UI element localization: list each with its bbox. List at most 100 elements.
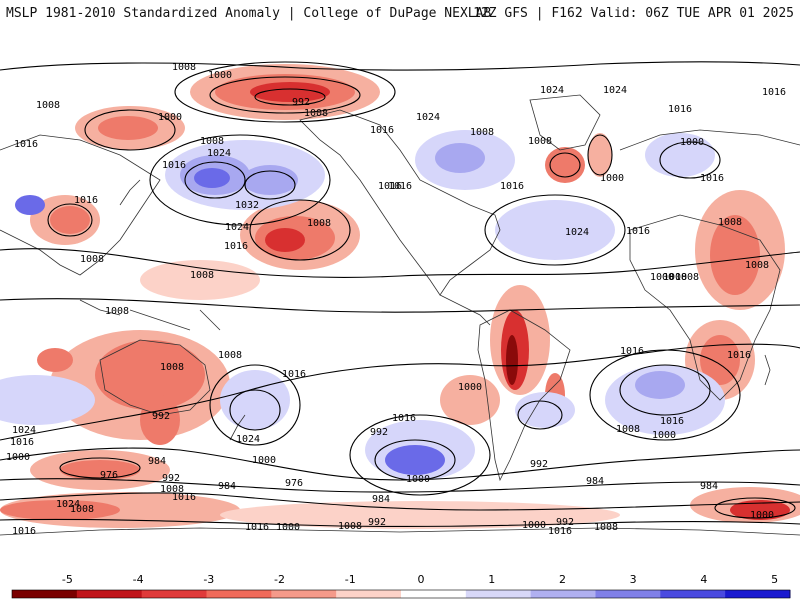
isobar-label: 992 [370,427,388,438]
isobar-label: 1032 [235,200,259,211]
colorbar-swatch [725,590,791,598]
colorbar-tick-labels: -5 -4 -3 -2 -1 0 1 2 3 4 5 [62,573,778,586]
isobar-label: 1016 [245,522,269,533]
isobar-label: 1016 [162,160,186,171]
isobar-label: 1016 [700,173,724,184]
colorbar-tick-label: 2 [559,573,566,586]
colorbar-swatch [530,590,596,598]
isobar-label: 992 [162,473,180,484]
colorbar-swatch [206,590,272,598]
colorbar-swatch [465,590,532,598]
isobar-label: 992 [292,97,310,108]
colorbar-tick-label: 4 [700,573,707,586]
colorbar-tick-label: 0 [418,573,425,586]
isobar-label: 984 [700,481,718,492]
isobar-label: 1024 [540,85,564,96]
isobar-label: 1016 [370,125,394,136]
colorbar-tick-label: -1 [345,573,356,586]
isobar-label: 1016 [500,181,524,192]
colorbar-tick-label: 1 [488,573,495,586]
isobar-label: 1000 [158,112,182,123]
colorbar-tick-label: -3 [203,573,214,586]
isobar-label: 1016 [620,346,644,357]
colorbar-swatch [336,590,402,598]
isobar-label: 1016 [12,526,36,537]
isobar-label: 1008 [160,484,184,495]
colorbar-swatches [11,589,791,599]
isobar-label: 984 [586,476,604,487]
isobar-label: 1016 [668,104,692,115]
isobar-label: 1008 [675,272,699,283]
isobar-label: 976 [100,470,118,481]
anomaly-map: 1008 1000 1008 992 1016 1000 1008 1016 1… [0,40,800,555]
isobar-label: 1008 [36,100,60,111]
isobar-label: 1008 [80,254,104,265]
isobar-label: 1024 [416,112,440,123]
isobar-label: 1008 [160,362,184,373]
isobar-label: 1024 [236,434,260,445]
colorbar-swatch [595,590,661,598]
isobar-label: 1016 [14,139,38,150]
isobar-label: 1008 [745,260,769,271]
isobar-label: 1008 [594,522,618,533]
negative-anomaly-areas [0,64,800,529]
isobar-label: 1000 [600,173,624,184]
isobar-label: 1016 [388,181,412,192]
isobar-label: 1008 [338,521,362,532]
isobar-label: 1008 [616,424,640,435]
isobar-label: 1016 [548,526,572,537]
isobar-label: 992 [556,517,574,528]
colorbar-swatch [271,590,337,598]
isobar-label: 1008 [200,136,224,147]
colorbar-tick-label: 5 [771,573,778,586]
isobar-label: 1024 [56,499,80,510]
colorbar-tick-label: -2 [274,573,285,586]
isobar-label: 1000 [522,520,546,531]
isobar-label: 992 [368,517,386,528]
isobar-label: 1016 [172,492,196,503]
isobar-label: 1000 [680,137,704,148]
isobar-label: 1016 [224,241,248,252]
colorbar-tick-label: -4 [133,573,144,586]
colorbar-tick-label: 3 [630,573,637,586]
isobar-label: 1016 [282,369,306,380]
isobar-label: 1000 [208,70,232,81]
isobar-label: 1008 [718,217,742,228]
isobar-label: 1008 [172,62,196,73]
isobar-label: 1024 [225,222,249,233]
isobar-contours [0,61,800,528]
colorbar-svg: -5 -4 -3 -2 -1 0 1 2 3 4 5 [11,573,791,599]
isobar-label: 1000 [650,272,674,283]
isobar-label: 1000 [276,522,300,533]
isobar-labels: 1008 1000 1008 992 1016 1000 1008 1016 1… [6,62,786,537]
isobar-label: 1024 [12,425,36,436]
isobar-label: 1024 [565,227,589,238]
chart-title: MSLP 1981-2010 Standardized Anomaly | Co… [6,6,492,21]
isobar-label: 1008 [307,218,331,229]
map-panel: 1008 1000 1008 992 1016 1000 1008 1016 1… [0,40,800,555]
isobar-label: 1000 [750,510,774,521]
isobar-label: 1016 [378,181,402,192]
valid-time-label: 12Z GFS | F162 Valid: 06Z TUE APR 01 202… [473,6,794,21]
colorbar-swatch [660,590,726,598]
isobar-label: 1016 [626,226,650,237]
isobar-label: 1016 [10,437,34,448]
isobar-label: 992 [530,459,548,470]
isobar-label: 992 [152,411,170,422]
isobar-label: 1008 [190,270,214,281]
isobar-label: 1024 [603,85,627,96]
isobar-label: 1000 [252,455,276,466]
isobar-label: 1008 [105,306,129,317]
isobar-label: 1008 [663,272,687,283]
isobar-label: 1016 [727,350,751,361]
colorbar-swatch [141,590,207,598]
colorbar-swatch [401,590,467,598]
colorbar-swatch [12,590,78,598]
isobar-label: 1016 [660,416,684,427]
isobar-label: 1000 [458,382,482,393]
isobar-label: 1000 [652,430,676,441]
isobar-label: 1008 [528,136,552,147]
isobar-label: 984 [218,481,236,492]
isobar-label: 984 [372,494,390,505]
isobar-label: 1008 [304,108,328,119]
